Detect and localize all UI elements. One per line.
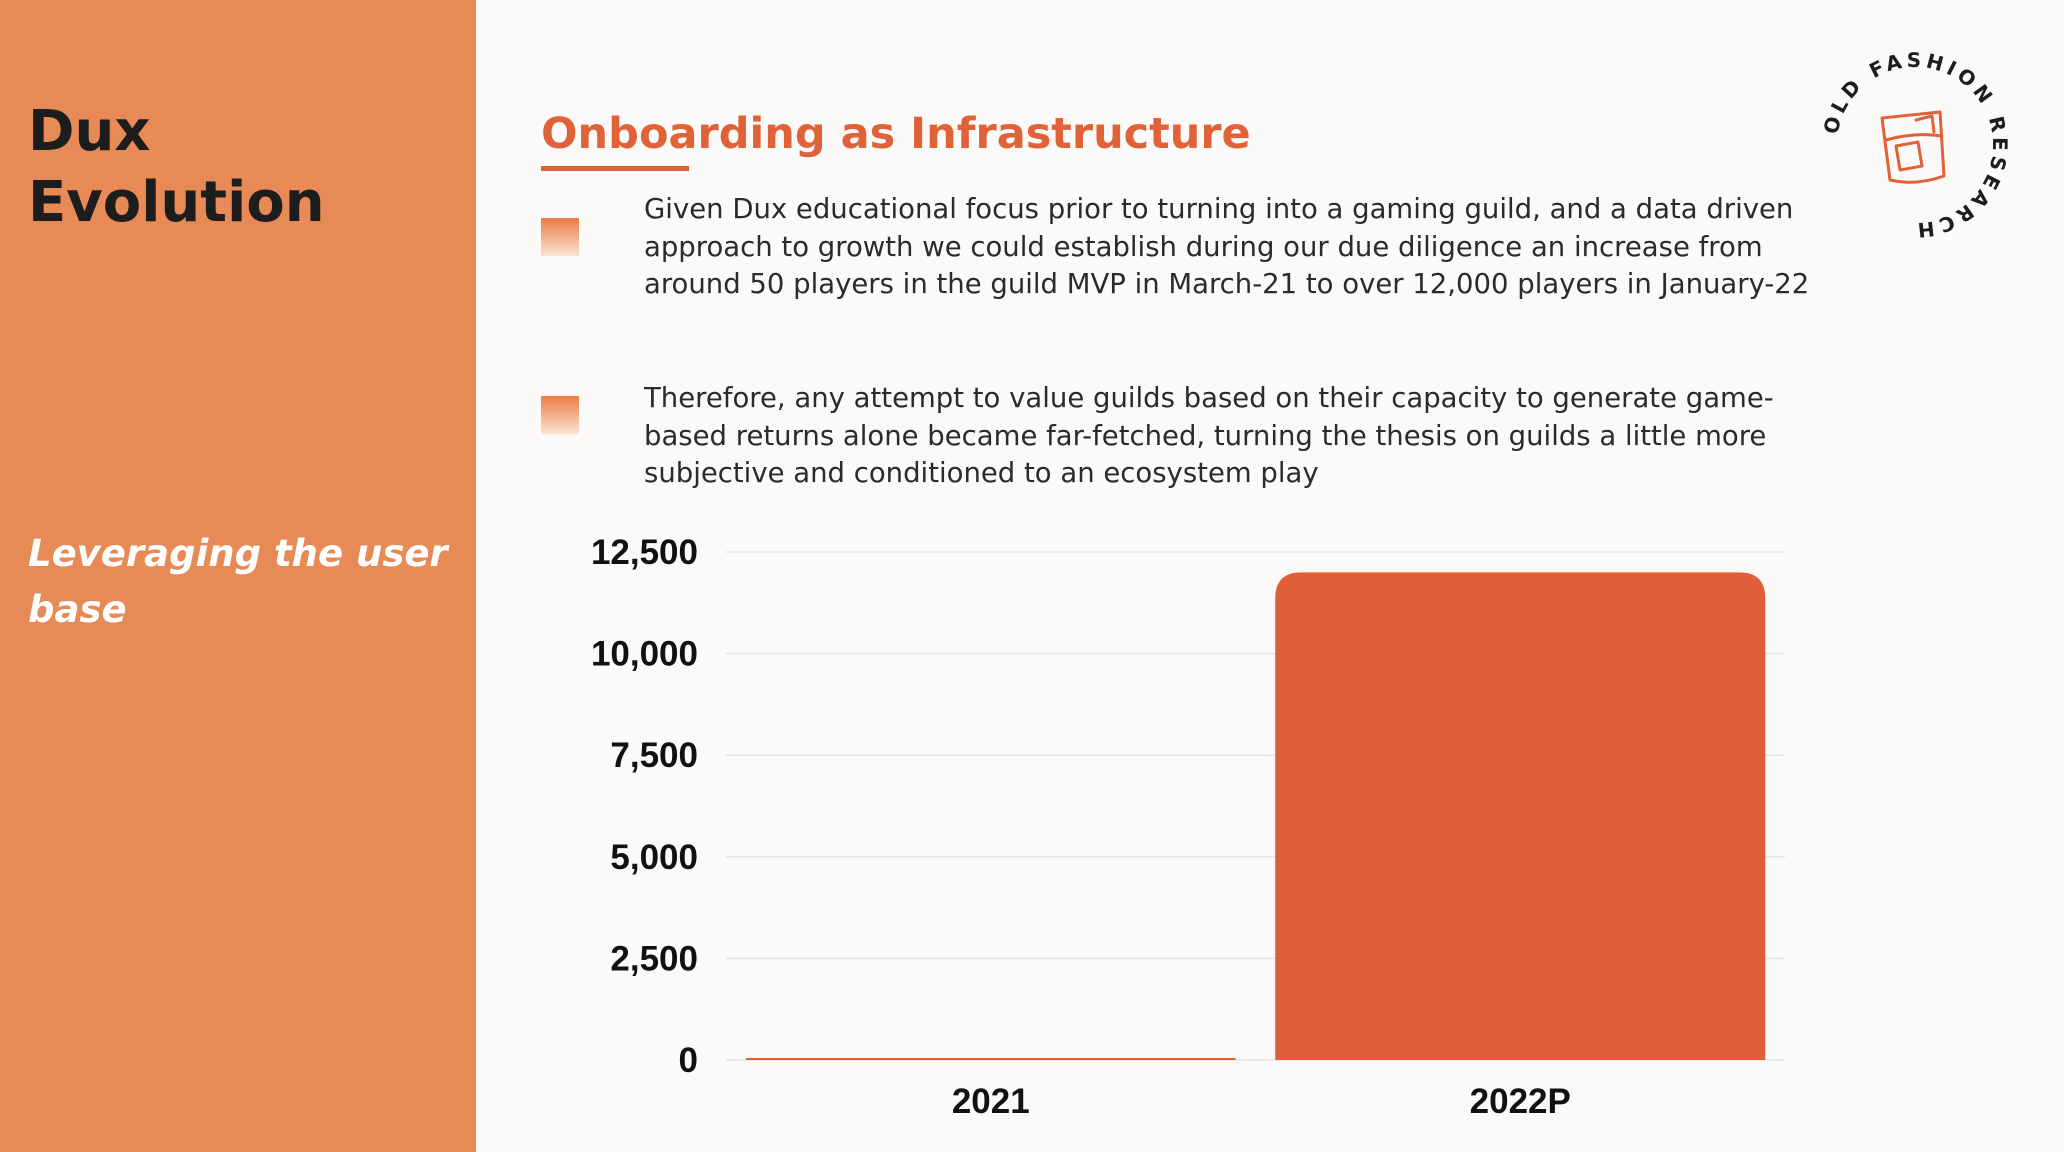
y-tick-label: 2,500 [610, 939, 698, 978]
y-tick-label: 7,500 [610, 736, 698, 775]
y-tick-label: 0 [679, 1041, 698, 1080]
title-underline [541, 166, 689, 171]
y-tick-label: 12,500 [591, 533, 698, 572]
bar-2021 [745, 1057, 1236, 1060]
logo-text: OLD FASHION RESEARCH [1820, 50, 2010, 240]
sidebar-title-line2: Evolution [28, 170, 325, 235]
x-tick-label: 2021 [952, 1082, 1030, 1121]
section-title: Onboarding as Infrastructure [541, 109, 1251, 159]
y-tick-label: 5,000 [610, 838, 698, 877]
y-axis-ticks: 0 2,500 5,000 7,500 10,000 12,500 [591, 533, 698, 1080]
bullet-text-2: Therefore, any attempt to value guilds b… [644, 382, 1774, 489]
old-fashion-research-logo: OLD FASHION RESEARCH [1820, 50, 2010, 240]
bar-2022p [1275, 572, 1766, 1060]
sidebar-title-line1: Dux [28, 99, 151, 164]
bar-chart: 0 2,500 5,000 7,500 10,000 12,500 2021 2022P [591, 533, 1785, 1121]
y-tick-label: 10,000 [591, 635, 698, 674]
x-axis-labels: 2021 2022P [952, 1082, 1571, 1121]
sidebar: Dux Evolution Leveraging the user base [0, 0, 476, 1152]
bullet-marker [541, 396, 579, 434]
bullet-marker [541, 218, 579, 256]
whiskey-glass-icon [1880, 110, 1946, 184]
sidebar-subtitle: Leveraging the user base [28, 532, 448, 631]
bullet-text-1: Given Dux educational focus prior to tur… [644, 193, 1810, 300]
x-tick-label: 2022P [1470, 1082, 1571, 1121]
sidebar-title: Dux Evolution [28, 96, 325, 238]
bars [745, 572, 1766, 1060]
